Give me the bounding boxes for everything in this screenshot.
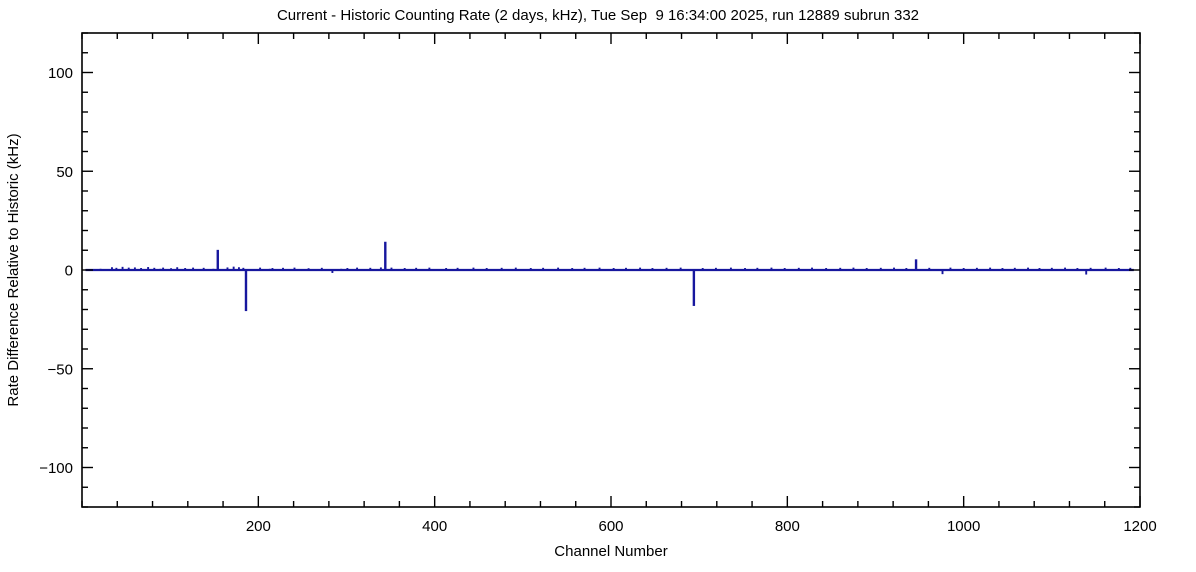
y-tick-label: 100 xyxy=(48,65,73,82)
x-axis-ticks xyxy=(81,33,1141,507)
x-axis-title: Channel Number xyxy=(554,543,667,560)
x-tick-label: 600 xyxy=(598,518,623,535)
plot-title: Current - Historic Counting Rate (2 days… xyxy=(276,7,920,24)
x-tick-label: 400 xyxy=(422,518,447,535)
data-series-bars xyxy=(84,241,1134,312)
x-tick-label: 1200 xyxy=(1123,518,1156,535)
x-tick-label: 1000 xyxy=(947,518,980,535)
y-tick-label: 0 xyxy=(65,263,73,280)
y-axis-ticks xyxy=(82,32,1140,508)
x-axis-tick-labels: 200 400 600 800 1000 1200 xyxy=(246,518,1157,535)
x-tick-label: 200 xyxy=(246,518,271,535)
y-tick-label: −100 xyxy=(39,460,73,477)
y-axis-tick-labels: −100 −50 0 50 100 xyxy=(39,65,73,477)
x-tick-label: 800 xyxy=(775,518,800,535)
y-axis-title: Rate Difference Relative to Historic (kH… xyxy=(5,133,22,406)
y-tick-label: 50 xyxy=(56,164,73,181)
y-tick-label: −50 xyxy=(48,361,73,378)
